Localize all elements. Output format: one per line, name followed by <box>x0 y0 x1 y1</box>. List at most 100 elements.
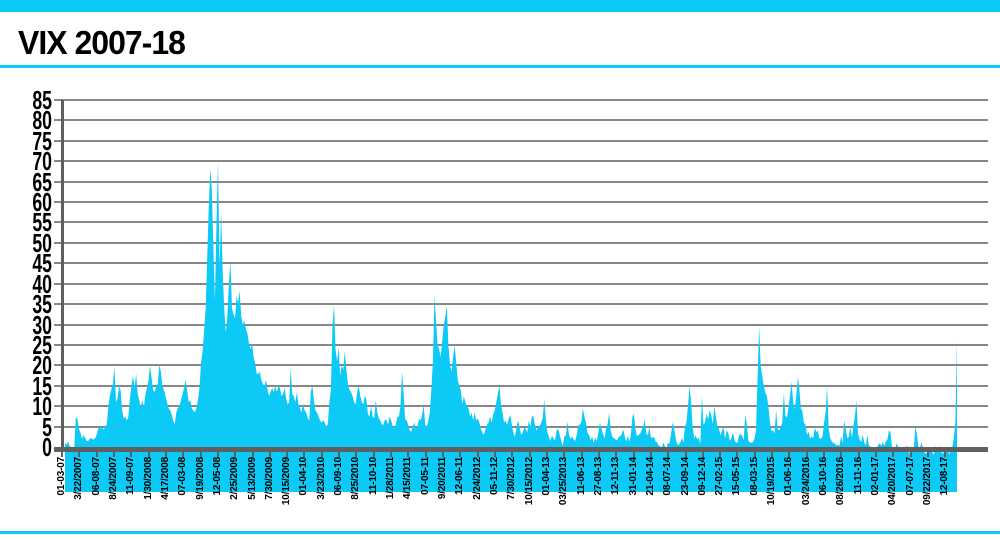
x-tick <box>805 452 808 457</box>
x-tick <box>892 452 895 457</box>
x-axis-label: 9/19/2008 <box>194 457 206 500</box>
x-axis-line <box>54 447 988 452</box>
x-axis-label: 31-01-14 <box>627 457 639 496</box>
x-tick <box>857 452 860 457</box>
x-tick <box>597 452 600 457</box>
x-axis-label: 07-03-08 <box>177 457 189 496</box>
x-axis-label: 06-08-07 <box>90 457 102 496</box>
y-axis-label-5: 5 <box>42 411 52 442</box>
x-axis-label: 8/25/2010 <box>350 457 362 500</box>
x-axis-label: 08-07-14 <box>662 457 674 496</box>
x-axis-label: 03/24/2016 <box>800 457 812 506</box>
x-tick <box>130 452 133 457</box>
gridline-y85 <box>54 99 988 101</box>
gridline-y75 <box>54 139 988 142</box>
x-tick <box>372 452 375 457</box>
y-axis-label-10: 10 <box>32 391 52 422</box>
x-axis-label: 08-03-15 <box>748 457 760 496</box>
x-tick <box>216 452 219 457</box>
x-axis-label: 05-11-12 <box>489 457 500 495</box>
x-tick <box>649 452 652 457</box>
x-tick <box>424 452 427 457</box>
x-tick <box>511 452 514 457</box>
x-tick <box>476 452 479 457</box>
x-tick <box>355 452 358 457</box>
x-tick <box>840 452 843 457</box>
x-tick <box>667 452 670 457</box>
gridline-y5 <box>54 425 988 428</box>
x-tick <box>615 452 618 457</box>
y-axis-label-15: 15 <box>32 370 52 401</box>
y-axis-label-35: 35 <box>32 289 52 320</box>
gridline-y35 <box>54 303 988 306</box>
y-axis-label-50: 50 <box>32 227 52 258</box>
x-tick <box>632 452 635 457</box>
x-tick <box>528 452 531 457</box>
x-axis-label: 9/20/2011 <box>437 457 449 500</box>
y-axis-label-20: 20 <box>32 350 52 381</box>
x-tick <box>442 452 445 457</box>
x-axis-label: 07-05-11 <box>419 457 431 495</box>
x-axis-label: 8/24/2007 <box>107 457 119 500</box>
x-axis-label: 11-06-13 <box>575 457 587 495</box>
x-axis-label: 11-11-16 <box>852 457 864 495</box>
x-axis-label: 4/17/2008 <box>159 457 171 500</box>
x-axis-label: 10/19/2015 <box>766 457 778 506</box>
x-tick <box>199 452 202 457</box>
x-axis-label: 5/13/2009 <box>246 457 258 500</box>
x-axis-label: 3/22/2007 <box>73 457 85 500</box>
y-axis-label-75: 75 <box>32 125 52 156</box>
x-tick <box>61 452 63 457</box>
gridline-y40 <box>54 282 988 285</box>
x-axis-label: 4/15/2011 <box>402 457 414 500</box>
area-polygon <box>65 161 957 492</box>
x-axis-label: 09-12-14 <box>696 457 708 496</box>
x-axis-label: 08/26/2016 <box>835 457 847 506</box>
x-tick <box>112 452 115 457</box>
x-axis-label: 02-01-17 <box>870 457 882 496</box>
x-axis-label: 27-02-15 <box>714 457 726 496</box>
x-tick <box>320 452 323 457</box>
x-tick <box>563 452 566 457</box>
x-tick <box>944 452 947 457</box>
y-axis-label-70: 70 <box>32 146 52 177</box>
x-tick <box>251 452 254 457</box>
x-tick <box>286 452 289 457</box>
x-axis-label: 23-09-14 <box>679 457 691 496</box>
y-axis-label-0: 0 <box>42 432 52 462</box>
y-axis-label-40: 40 <box>32 268 52 299</box>
x-axis-label: 12-06-11 <box>454 457 466 495</box>
x-axis-label: 2/25/2009 <box>229 457 241 500</box>
page-title: VIX 2007-18 <box>18 24 186 62</box>
x-axis-label: 06-09-10 <box>333 457 345 496</box>
x-axis-label: 03/25/2013 <box>558 457 570 506</box>
x-axis-label: 04/20/2017 <box>887 457 899 506</box>
vix-area-chart: 0 5 10 15 20 25 30 35 40 45 50 55 60 65 70 75 80 85 01-03… <box>0 72 1000 522</box>
gridline-y30 <box>54 323 988 326</box>
y-axis-label-55: 55 <box>32 207 52 238</box>
x-axis-label: 12-08-17 <box>939 457 951 496</box>
x-tick <box>268 452 271 457</box>
x-axis-label: 01-03-07 <box>56 457 67 496</box>
x-axis-label: 09/22/2017 <box>922 457 933 506</box>
gridline-y15 <box>54 384 988 387</box>
gridline-y80 <box>54 119 988 122</box>
x-tick <box>701 452 704 457</box>
x-axis-label: 10/15/2012 <box>523 457 535 506</box>
y-axis-label-60: 60 <box>32 187 52 218</box>
x-tick <box>78 452 81 457</box>
x-axis-label: 06-10-16 <box>818 457 830 496</box>
gridline-y10 <box>54 405 988 408</box>
gridline-y70 <box>54 160 988 163</box>
y-axis-label-45: 45 <box>32 248 52 279</box>
gridline-y60 <box>54 201 988 204</box>
x-axis-label: 12-11-13 <box>610 457 622 495</box>
x-tick <box>147 452 150 457</box>
x-tick <box>234 452 237 457</box>
x-tick <box>182 452 185 457</box>
gridline-y20 <box>54 364 988 367</box>
y-axis-label-80: 80 <box>32 105 52 136</box>
x-tick <box>719 452 722 457</box>
x-axis-label: 15-05-15 <box>731 457 743 496</box>
x-tick <box>684 452 687 457</box>
